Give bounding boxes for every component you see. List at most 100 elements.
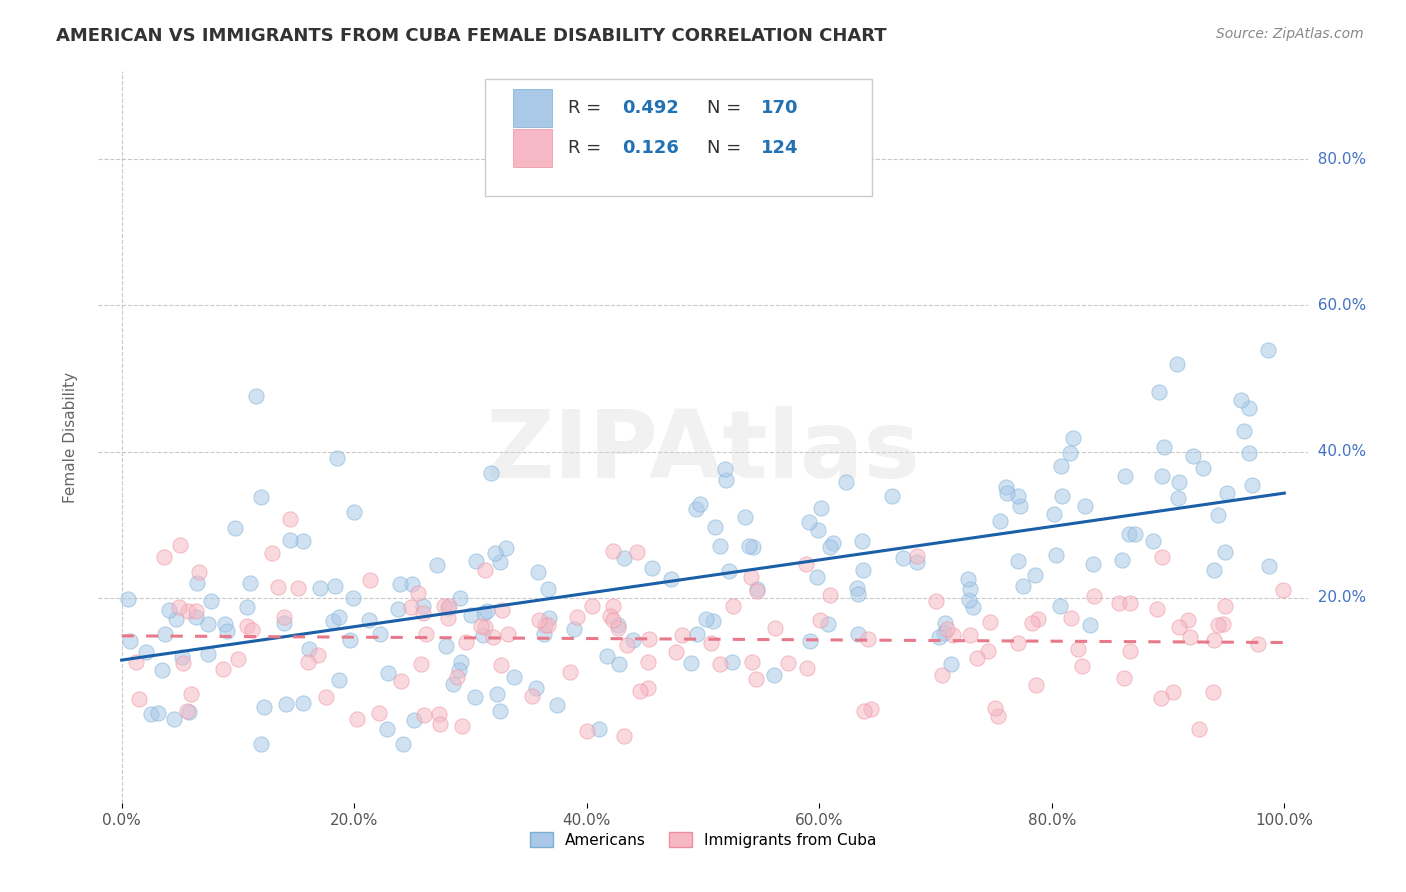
Point <box>240 623 263 637</box>
Point <box>987 709 1010 723</box>
Point <box>157 603 180 617</box>
Point <box>626 545 648 559</box>
Point <box>741 540 763 554</box>
Point <box>135 645 157 659</box>
Point <box>538 610 561 624</box>
Point <box>389 674 412 689</box>
Point <box>1229 393 1251 408</box>
Point <box>959 628 981 642</box>
Point <box>1149 384 1171 399</box>
Point <box>1059 445 1081 459</box>
Point <box>1070 658 1092 673</box>
Point <box>1026 612 1049 626</box>
Text: 60.0%: 60.0% <box>1308 298 1365 313</box>
Point <box>250 737 273 751</box>
Point <box>1150 550 1173 565</box>
Point <box>472 607 495 621</box>
Point <box>1146 601 1168 615</box>
Point <box>602 599 624 614</box>
Point <box>315 690 337 704</box>
Point <box>623 633 645 648</box>
Point <box>278 512 301 526</box>
Point <box>995 480 1018 494</box>
Point <box>846 587 869 601</box>
Point <box>806 569 828 583</box>
Point <box>613 729 636 743</box>
Point <box>167 599 190 614</box>
Point <box>1213 599 1236 614</box>
Point <box>128 691 150 706</box>
Point <box>274 697 297 711</box>
Point <box>704 520 727 534</box>
Point <box>1202 563 1225 577</box>
Point <box>763 621 786 635</box>
Point <box>412 599 434 613</box>
Point <box>763 667 786 681</box>
Point <box>628 684 651 698</box>
Point <box>931 667 953 681</box>
Point <box>1114 468 1136 483</box>
Point <box>734 510 756 524</box>
Point <box>249 490 271 504</box>
Point <box>821 535 844 549</box>
Point <box>546 698 568 712</box>
Point <box>1237 445 1260 459</box>
Point <box>188 565 211 579</box>
Point <box>1118 527 1140 541</box>
Point <box>474 620 496 634</box>
Point <box>808 613 831 627</box>
Point <box>794 558 817 572</box>
Point <box>741 655 763 669</box>
Point <box>1045 549 1067 563</box>
Point <box>1123 526 1146 541</box>
Text: 170: 170 <box>761 99 799 117</box>
Point <box>685 502 707 516</box>
Point <box>454 635 477 649</box>
Point <box>977 644 1000 658</box>
Point <box>851 533 873 548</box>
Point <box>177 604 200 618</box>
Point <box>368 627 391 641</box>
Point <box>437 599 460 613</box>
Text: 124: 124 <box>761 139 799 157</box>
Point <box>1182 449 1205 463</box>
Point <box>588 723 610 737</box>
Point <box>489 705 512 719</box>
Point <box>1067 642 1090 657</box>
Point <box>942 628 965 642</box>
Point <box>1239 401 1261 415</box>
Point <box>1150 468 1173 483</box>
Point <box>818 588 841 602</box>
Point <box>224 521 246 535</box>
Point <box>607 618 630 632</box>
Point <box>799 634 821 648</box>
Point <box>957 592 980 607</box>
Point <box>1074 499 1097 513</box>
Point <box>738 539 761 553</box>
Point <box>1050 459 1073 474</box>
Point <box>401 577 423 591</box>
Point <box>602 613 624 627</box>
Point <box>935 622 957 636</box>
Point <box>1206 508 1229 523</box>
Point <box>165 612 187 626</box>
Legend: Americans, Immigrants from Cuba: Americans, Immigrants from Cuba <box>523 825 883 854</box>
Point <box>1166 357 1188 371</box>
Point <box>447 663 470 677</box>
Point <box>723 599 745 613</box>
Text: ZIPAtlas: ZIPAtlas <box>485 406 921 498</box>
Point <box>278 533 301 548</box>
Point <box>1007 554 1029 568</box>
Point <box>392 737 415 751</box>
Point <box>197 647 219 661</box>
Point <box>377 665 399 680</box>
Point <box>389 576 412 591</box>
Point <box>406 585 429 599</box>
Point <box>426 558 449 573</box>
Point <box>297 655 319 669</box>
Point <box>852 563 875 577</box>
Point <box>124 655 146 669</box>
Point <box>709 657 731 672</box>
Point <box>536 582 558 596</box>
Point <box>235 619 257 633</box>
